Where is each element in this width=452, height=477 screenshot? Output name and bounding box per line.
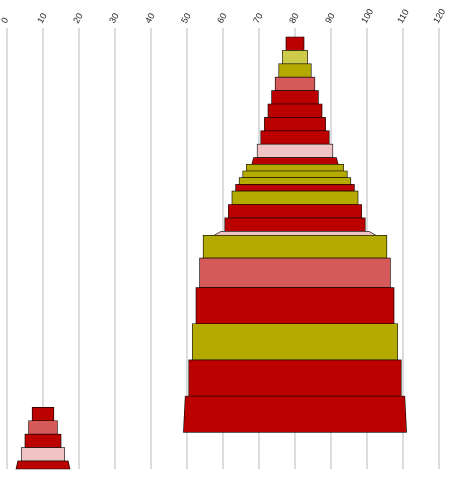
funnel-band-0-2 [278, 63, 312, 78]
funnel-band-1-0 [31, 407, 55, 422]
funnel-band-1-2 [24, 433, 62, 448]
funnel-band-0-15 [228, 204, 362, 219]
x-tick-label-11: 110 [395, 8, 411, 25]
funnel-band-0-19 [199, 257, 391, 288]
funnel-band-0-7 [260, 130, 330, 145]
funnel-band-0-8 [256, 143, 334, 158]
funnel-band-0-21 [192, 323, 398, 361]
funnel-band-0-14 [231, 190, 359, 205]
funnel-band-0-4 [271, 90, 319, 105]
funnel-band-0-22 [188, 359, 402, 397]
x-tick-label-8: 80 [287, 11, 301, 25]
funnel-band-0-6 [264, 117, 326, 132]
funnel-band-0-13 [235, 184, 355, 192]
funnel-band-0-12 [238, 177, 352, 185]
funnel-band-1-3 [21, 447, 65, 462]
x-tick-label-4: 40 [143, 11, 157, 25]
funnel-band-0-5 [267, 103, 323, 118]
funnel-band-0-3 [274, 76, 316, 91]
x-tick-label-9: 90 [323, 11, 337, 25]
x-tick-label-7: 70 [251, 11, 265, 25]
funnel-band-0-18 [202, 235, 388, 259]
x-tick-label-0: 0 [0, 16, 10, 25]
x-tick-labels: 0 10 20 30 40 50 60 70 80 90 100 110 120 [0, 7, 447, 25]
funnel-band-1-1 [28, 420, 58, 435]
funnel-band-0-0 [285, 36, 305, 51]
x-tick-label-6: 60 [215, 11, 229, 25]
funnel-band-0-17 [212, 231, 378, 236]
funnel-band-1-4 [15, 460, 71, 470]
funnel-band-0-20 [195, 287, 395, 325]
x-tick-label-1: 10 [35, 11, 49, 25]
funnel-band-0-11 [242, 170, 348, 178]
x-tick-label-10: 100 [359, 7, 375, 25]
funnel-band-0-1 [282, 50, 308, 65]
funnel-band-0-16 [224, 217, 366, 232]
x-tick-label-3: 30 [107, 11, 121, 25]
funnel-band-0-9 [251, 157, 339, 165]
funnel-band-0-10 [246, 164, 344, 172]
funnel-bands [15, 36, 407, 470]
x-tick-label-5: 50 [179, 11, 193, 25]
x-tick-label-2: 20 [71, 11, 85, 25]
x-tick-label-12: 120 [431, 7, 447, 25]
funnel-band-0-23 [183, 395, 407, 433]
